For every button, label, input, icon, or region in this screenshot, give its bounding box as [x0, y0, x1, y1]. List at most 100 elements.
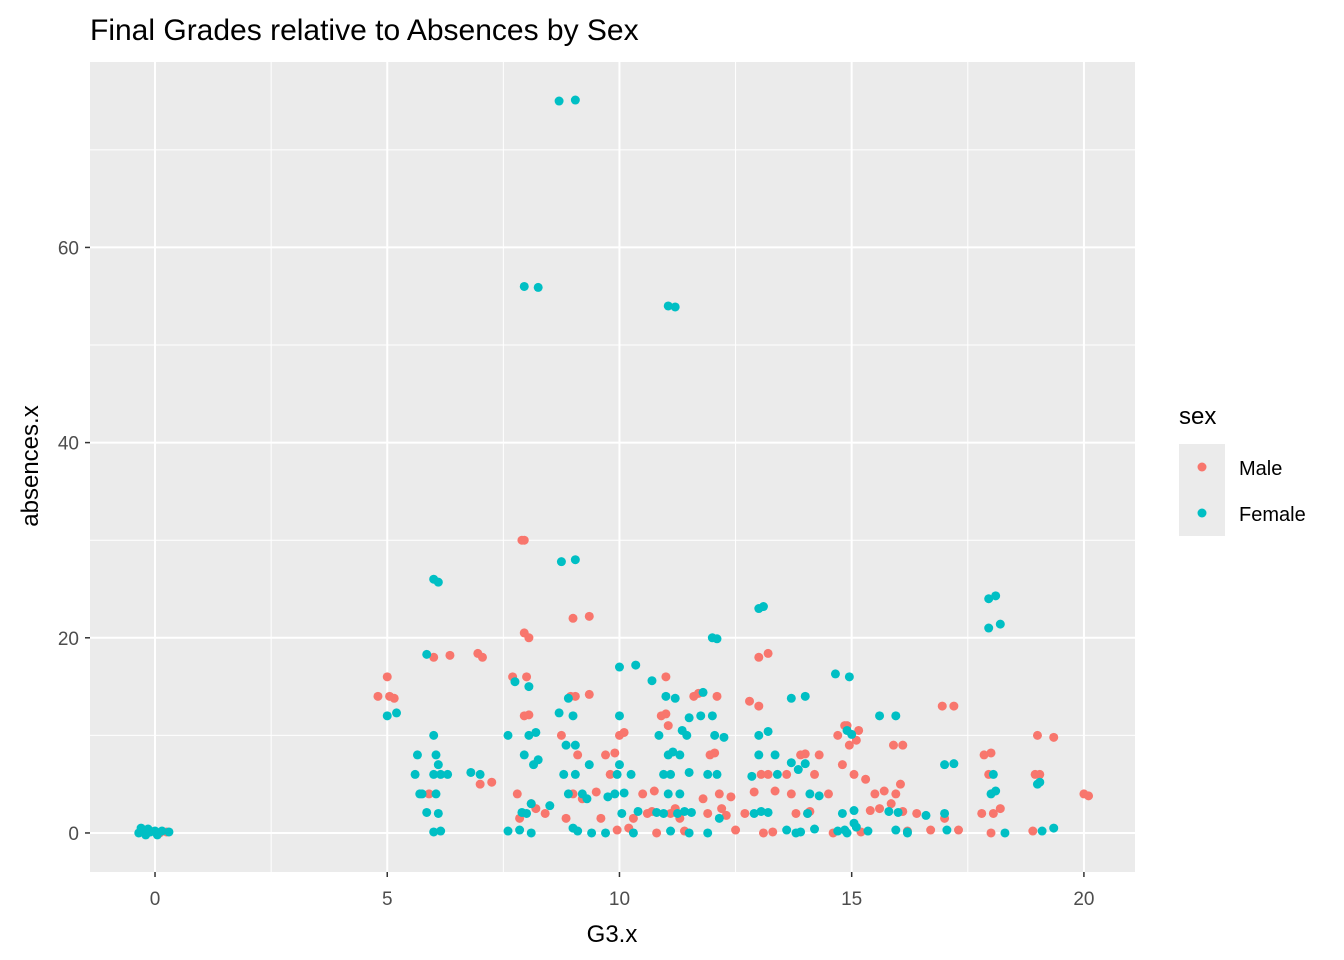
data-point-female: [568, 711, 578, 721]
data-point-male: [770, 786, 780, 796]
data-point-female: [991, 786, 1001, 796]
x-tick-label: 10: [609, 889, 630, 910]
data-point-female: [756, 806, 766, 816]
data-point-male: [477, 652, 487, 662]
data-point-female: [763, 726, 773, 736]
data-point-male: [389, 693, 399, 703]
data-point-male: [870, 789, 880, 799]
data-point-female: [719, 732, 729, 742]
data-point-male: [844, 740, 854, 750]
data-point-female: [617, 808, 627, 818]
data-point-female: [707, 711, 717, 721]
data-point-female: [1037, 826, 1047, 836]
data-point-female: [475, 769, 485, 779]
data-point-female: [533, 755, 543, 765]
data-point-male: [810, 769, 820, 779]
y-tick-label: 20: [58, 629, 79, 650]
data-point-female: [431, 789, 441, 799]
data-point-female: [786, 693, 796, 703]
data-point-female: [747, 771, 757, 781]
data-point-male: [849, 769, 859, 779]
data-point-female: [510, 677, 520, 687]
legend-label-female: Female: [1239, 504, 1306, 526]
axes: 0 5 10 15 20 0 20 40 60: [58, 238, 1095, 910]
data-point-female: [654, 730, 664, 740]
data-point-female: [661, 691, 671, 701]
data-point-male: [886, 799, 896, 809]
data-point-female: [770, 750, 780, 760]
data-point-female: [712, 769, 722, 779]
data-point-female: [533, 282, 543, 292]
data-point-male: [986, 748, 996, 758]
data-point-female: [554, 96, 564, 106]
data-point-female: [443, 769, 453, 779]
data-point-female: [429, 769, 439, 779]
data-point-female: [157, 826, 167, 836]
data-point-female: [563, 789, 573, 799]
data-points: [134, 95, 1094, 840]
data-point-male: [591, 787, 601, 797]
data-point-female: [684, 713, 694, 723]
data-point-male: [568, 613, 578, 623]
data-point-female: [559, 769, 569, 779]
data-point-male: [988, 808, 998, 818]
data-point-female: [433, 760, 443, 770]
data-point-female: [503, 826, 513, 836]
data-point-female: [891, 825, 901, 835]
data-point-female: [412, 750, 422, 760]
data-point-male: [754, 652, 764, 662]
data-point-female: [570, 95, 580, 105]
data-point-male: [584, 689, 594, 699]
data-point-female: [684, 767, 694, 777]
data-point-male: [1035, 769, 1045, 779]
data-point-female: [422, 807, 432, 817]
data-point-male: [763, 769, 773, 779]
data-point-male: [995, 804, 1005, 814]
data-point-female: [830, 669, 840, 679]
data-point-female: [786, 758, 796, 768]
data-point-male: [1032, 730, 1042, 740]
x-tick-label: 5: [382, 889, 393, 910]
data-point-female: [659, 808, 669, 818]
data-point-female: [942, 825, 952, 835]
data-point-male: [979, 750, 989, 760]
data-point-male: [814, 750, 824, 760]
data-point-female: [698, 687, 708, 697]
data-point-male: [986, 828, 996, 838]
data-point-male: [861, 774, 871, 784]
data-point-female: [524, 682, 534, 692]
data-point-female: [849, 806, 859, 816]
data-point-female: [940, 808, 950, 818]
data-point-male: [612, 825, 622, 835]
data-point-male: [605, 769, 615, 779]
chart-title: Final Grades relative to Absences by Sex: [90, 14, 639, 47]
data-point-female: [628, 828, 638, 838]
data-point-male: [912, 808, 922, 818]
data-point-male: [540, 808, 550, 818]
data-point-male: [898, 740, 908, 750]
data-point-male: [710, 748, 720, 758]
data-point-male: [601, 750, 611, 760]
data-point-male: [445, 650, 455, 660]
data-point-female: [647, 676, 657, 686]
data-point-female: [666, 826, 676, 836]
data-point-female: [682, 730, 692, 740]
data-point-female: [610, 789, 620, 799]
data-point-female: [833, 826, 843, 836]
data-point-female: [563, 693, 573, 703]
data-point-female: [433, 808, 443, 818]
data-point-male: [382, 672, 392, 682]
legend-key-male: [1197, 462, 1207, 472]
data-point-female: [847, 729, 857, 739]
data-point-male: [584, 611, 594, 621]
plot-panel: [90, 62, 1135, 872]
x-tick-label: 15: [841, 889, 862, 910]
data-point-male: [833, 730, 843, 740]
data-point-male: [954, 825, 964, 835]
data-point-male: [786, 789, 796, 799]
data-point-female: [554, 708, 564, 718]
data-point-female: [1035, 777, 1045, 787]
data-point-male: [977, 808, 987, 818]
data-point-female: [582, 794, 592, 804]
data-point-male: [628, 813, 638, 823]
